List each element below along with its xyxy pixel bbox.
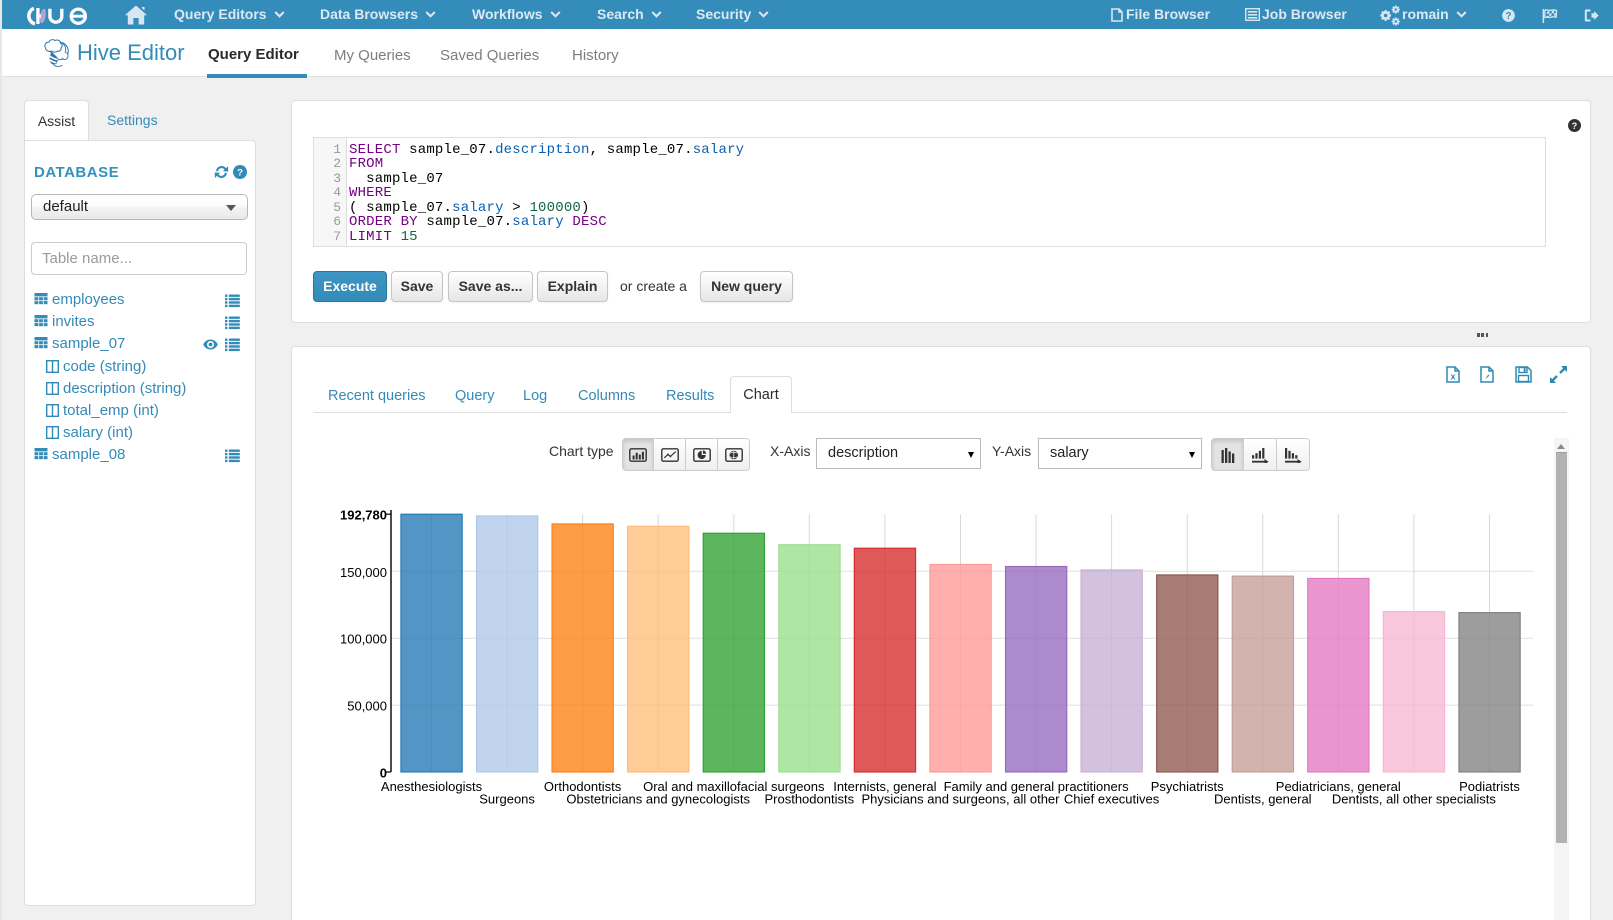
svg-text:Internists, general: Internists, general — [833, 779, 936, 794]
svg-text:Pediatricians, general: Pediatricians, general — [1276, 779, 1401, 794]
svg-text:Prosthodontists: Prosthodontists — [764, 792, 854, 807]
svg-text:192,780: 192,780 — [340, 508, 387, 523]
svg-text:150,000: 150,000 — [340, 565, 387, 580]
svg-text:0: 0 — [380, 766, 387, 781]
svg-text:Chief executives: Chief executives — [1064, 792, 1160, 807]
svg-text:Dentists, general: Dentists, general — [1214, 792, 1312, 807]
svg-text:Surgeons: Surgeons — [479, 792, 535, 807]
svg-text:Psychiatrists: Psychiatrists — [1151, 779, 1224, 794]
svg-text:?: ? — [237, 168, 243, 179]
svg-text:Physicians and surgeons, all o: Physicians and surgeons, all other — [861, 792, 1060, 807]
svg-text:x: x — [1450, 372, 1455, 382]
svg-text:50,000: 50,000 — [347, 699, 387, 714]
svg-text:Oral and maxillofacial surgeon: Oral and maxillofacial surgeons — [643, 779, 825, 794]
svg-text:Anesthesiologists: Anesthesiologists — [381, 779, 483, 794]
svg-text:100,000: 100,000 — [340, 632, 387, 647]
svg-text:Obstetricians and gynecologist: Obstetricians and gynecologists — [566, 792, 750, 807]
svg-text:?: ? — [1506, 11, 1512, 22]
svg-text:Family and general practitione: Family and general practitioners — [944, 779, 1129, 794]
svg-text:Podiatrists: Podiatrists — [1459, 779, 1520, 794]
svg-text:?: ? — [1572, 121, 1577, 131]
svg-text:Orthodontists: Orthodontists — [544, 779, 622, 794]
svg-text:Dentists, all other specialist: Dentists, all other specialists — [1332, 792, 1497, 807]
